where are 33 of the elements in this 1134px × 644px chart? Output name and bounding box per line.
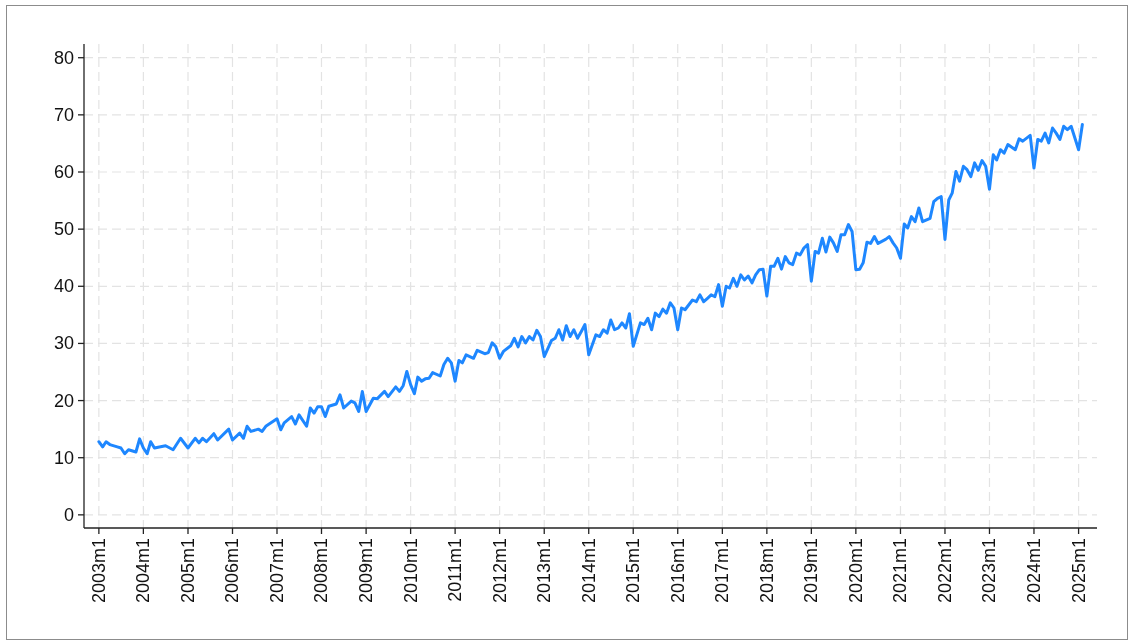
x-tick-label: 2008m1 bbox=[311, 538, 332, 604]
line-series bbox=[97, 123, 1084, 456]
x-tick-label: 2024m1 bbox=[1023, 538, 1044, 604]
y-tick-label: 30 bbox=[53, 333, 74, 354]
x-tick-label: 2019m1 bbox=[801, 538, 822, 604]
y-tick-label: 60 bbox=[53, 162, 74, 182]
x-tick-label: 2010m1 bbox=[400, 538, 421, 604]
y-tick-label: 0 bbox=[63, 504, 74, 525]
x-tick-label: 2013m1 bbox=[534, 538, 555, 604]
y-tick-label: 80 bbox=[53, 47, 74, 68]
x-tick-label: 2014m1 bbox=[578, 538, 599, 604]
x-tick-label: 2023m1 bbox=[979, 538, 1000, 604]
x-tick-label: 2007m1 bbox=[266, 538, 287, 604]
x-tick-label: 2018m1 bbox=[756, 538, 777, 604]
x-tick-label: 2015m1 bbox=[623, 538, 644, 604]
y-tick-label: 50 bbox=[53, 219, 74, 240]
x-tick-label: 2021m1 bbox=[890, 538, 911, 604]
x-tick-label: 2016m1 bbox=[667, 538, 688, 604]
x-tick-label: 2025m1 bbox=[1068, 538, 1089, 604]
x-tick-label: 2022m1 bbox=[934, 538, 955, 604]
x-tick-label: 2011m1 bbox=[445, 538, 466, 602]
x-tick-label: 2012m1 bbox=[489, 538, 510, 604]
x-tick-label: 2003m1 bbox=[88, 538, 109, 604]
x-tick-label: 2017m1 bbox=[712, 538, 733, 604]
y-tick-label: 40 bbox=[53, 276, 74, 297]
x-tick-label: 2005m1 bbox=[177, 538, 198, 604]
x-tick-label: 2020m1 bbox=[845, 538, 866, 604]
y-tick-label: 20 bbox=[53, 390, 74, 411]
y-tick-label: 10 bbox=[53, 447, 74, 468]
x-tick-label: 2004m1 bbox=[133, 538, 154, 604]
x-tick-label: 2009m1 bbox=[356, 538, 377, 604]
y-tick-label: 70 bbox=[53, 104, 74, 125]
x-tick-label: 2006m1 bbox=[222, 538, 243, 604]
